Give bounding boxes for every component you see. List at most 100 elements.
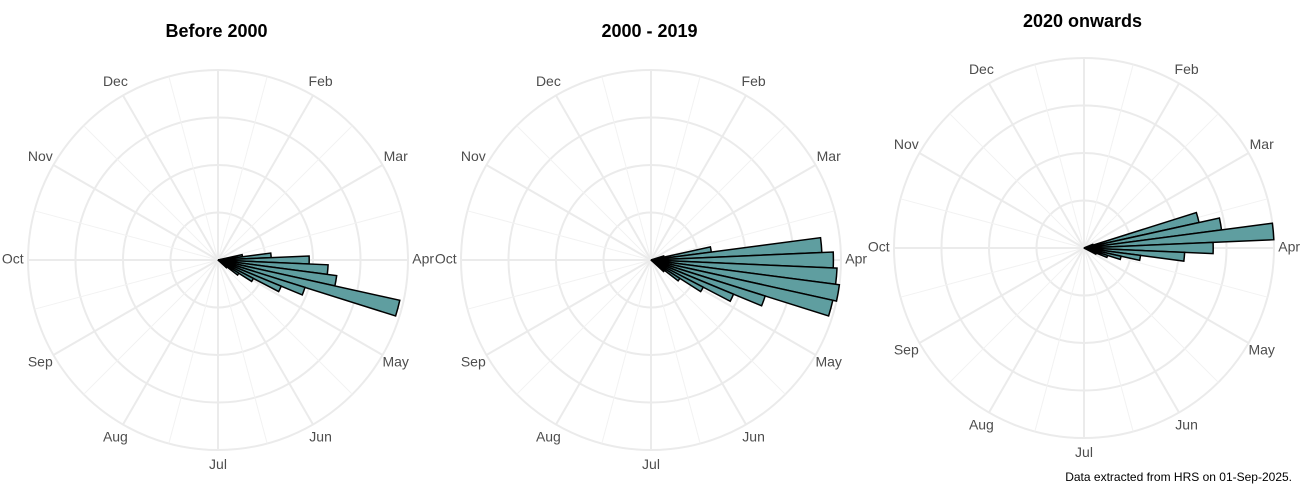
grid-minor-spoke — [1034, 247, 1085, 432]
grid-spoke — [650, 164, 817, 261]
grid-spoke — [1083, 152, 1250, 249]
month-label-feb: Feb — [309, 73, 333, 89]
polar-chart: Dec Feb Mar Apr May Jun Jul Aug Sep Oct Nov — [435, 69, 867, 472]
month-label-sep: Sep — [894, 341, 919, 357]
grid-minor-spoke — [900, 198, 1085, 249]
grid-minor-spoke — [83, 125, 219, 261]
grid-minor-spoke — [1034, 64, 1085, 249]
month-label-jul: Jul — [209, 456, 227, 472]
month-label-nov: Nov — [28, 148, 53, 164]
month-label-sep: Sep — [461, 353, 486, 369]
month-label-dec: Dec — [536, 73, 561, 89]
grid-minor-spoke — [1083, 113, 1219, 249]
grid-minor-spoke — [83, 259, 219, 395]
grid-minor-spoke — [168, 76, 219, 261]
grid-minor-spoke — [217, 76, 268, 261]
grid-spoke — [918, 152, 1085, 249]
grid-minor-spoke — [949, 247, 1085, 383]
grid-minor-spoke — [650, 259, 701, 444]
grid-minor-spoke — [601, 259, 652, 444]
grid-spoke — [122, 94, 219, 261]
grid-spoke — [1083, 247, 1250, 344]
grid-minor-spoke — [601, 76, 652, 261]
month-label-jul: Jul — [1075, 444, 1093, 460]
grid-spoke — [555, 259, 652, 426]
month-label-mar: Mar — [1250, 136, 1274, 152]
bar — [1083, 247, 1098, 256]
month-label-feb: Feb — [1175, 61, 1199, 77]
polar-chart: Feb Mar Apr May Jun Jul Aug Sep Oct Nov Dec — [2, 69, 434, 472]
month-label-nov: Nov — [461, 148, 486, 164]
grid-minor-spoke — [1083, 247, 1134, 432]
grid-spoke — [217, 259, 314, 426]
grid-spoke — [918, 247, 1085, 344]
month-label-jun: Jun — [742, 428, 765, 444]
data-source-caption: Data extracted from HRS on 01-Sep-2025. — [1065, 470, 1292, 484]
month-label-may: May — [815, 353, 841, 369]
month-label-apr: Apr — [845, 251, 867, 267]
grid-minor-spoke — [467, 210, 652, 261]
grid-spoke — [122, 259, 219, 426]
grid-spoke — [52, 164, 219, 261]
month-label-oct: Oct — [435, 251, 457, 267]
month-label-mar: Mar — [817, 148, 841, 164]
month-label-nov: Nov — [894, 136, 919, 152]
month-label-oct: Oct — [2, 251, 24, 267]
grid-minor-spoke — [217, 210, 402, 261]
grid-spoke — [485, 164, 652, 261]
bar — [1083, 222, 1275, 249]
chart-title: 2020 onwards — [1022, 11, 1143, 31]
chart-title: Before 2000 — [165, 21, 268, 41]
chart-panel-3: 2020 onwards Dec Feb Mar Apr May Jun Jul Aug Sep… — [866, 0, 1300, 500]
month-label-may: May — [382, 353, 408, 369]
grid-spoke — [1083, 247, 1180, 414]
grid-minor-spoke — [34, 259, 219, 310]
month-label-aug: Aug — [536, 428, 561, 444]
grid-minor-spoke — [650, 125, 786, 261]
grid-spoke — [485, 259, 652, 356]
grid-minor-spoke — [949, 113, 1085, 249]
grid-minor-spoke — [1083, 64, 1134, 249]
bar — [217, 259, 229, 269]
month-label-aug: Aug — [969, 416, 994, 432]
month-label-jun: Jun — [1175, 416, 1198, 432]
month-label-oct: Oct — [868, 239, 890, 255]
grid-spoke — [1083, 82, 1180, 249]
grid-minor-spoke — [34, 210, 219, 261]
month-label-feb: Feb — [742, 73, 766, 89]
grid-minor-spoke — [168, 259, 219, 444]
bar — [650, 259, 666, 273]
month-label-dec: Dec — [969, 61, 994, 77]
month-label-apr: Apr — [412, 251, 434, 267]
polar-chart: Dec Feb Mar Apr May Jun Jul Aug Sep Oct Nov — [868, 57, 1300, 460]
bar — [1083, 241, 1214, 255]
grid-minor-spoke — [217, 125, 353, 261]
month-label-dec: Dec — [103, 73, 128, 89]
month-label-jul: Jul — [642, 456, 660, 472]
grid-minor-spoke — [650, 210, 835, 261]
grid-minor-spoke — [650, 76, 701, 261]
grid-minor-spoke — [900, 247, 1085, 298]
grid-spoke — [650, 94, 747, 261]
grid-spoke — [650, 259, 747, 426]
grid-minor-spoke — [217, 259, 268, 444]
grid-spoke — [217, 94, 314, 261]
grid-minor-spoke — [1083, 247, 1219, 383]
month-label-aug: Aug — [103, 428, 128, 444]
grid-spoke — [988, 247, 1085, 414]
month-label-apr: Apr — [1278, 239, 1300, 255]
grid-spoke — [988, 82, 1085, 249]
month-label-jun: Jun — [309, 428, 332, 444]
grid-spoke — [555, 94, 652, 261]
grid-minor-spoke — [217, 259, 353, 395]
month-label-sep: Sep — [28, 353, 53, 369]
grid-minor-spoke — [516, 259, 652, 395]
grid-minor-spoke — [467, 259, 652, 310]
month-label-mar: Mar — [384, 148, 408, 164]
month-label-may: May — [1248, 341, 1274, 357]
grid-minor-spoke — [516, 125, 652, 261]
grid-spoke — [217, 164, 384, 261]
chart-panel-2: 2000 - 2019 Dec Feb Mar Apr May Jun Jul Aug Sep O… — [433, 0, 868, 500]
grid-minor-spoke — [650, 259, 786, 395]
chart-title: 2000 - 2019 — [601, 21, 698, 41]
